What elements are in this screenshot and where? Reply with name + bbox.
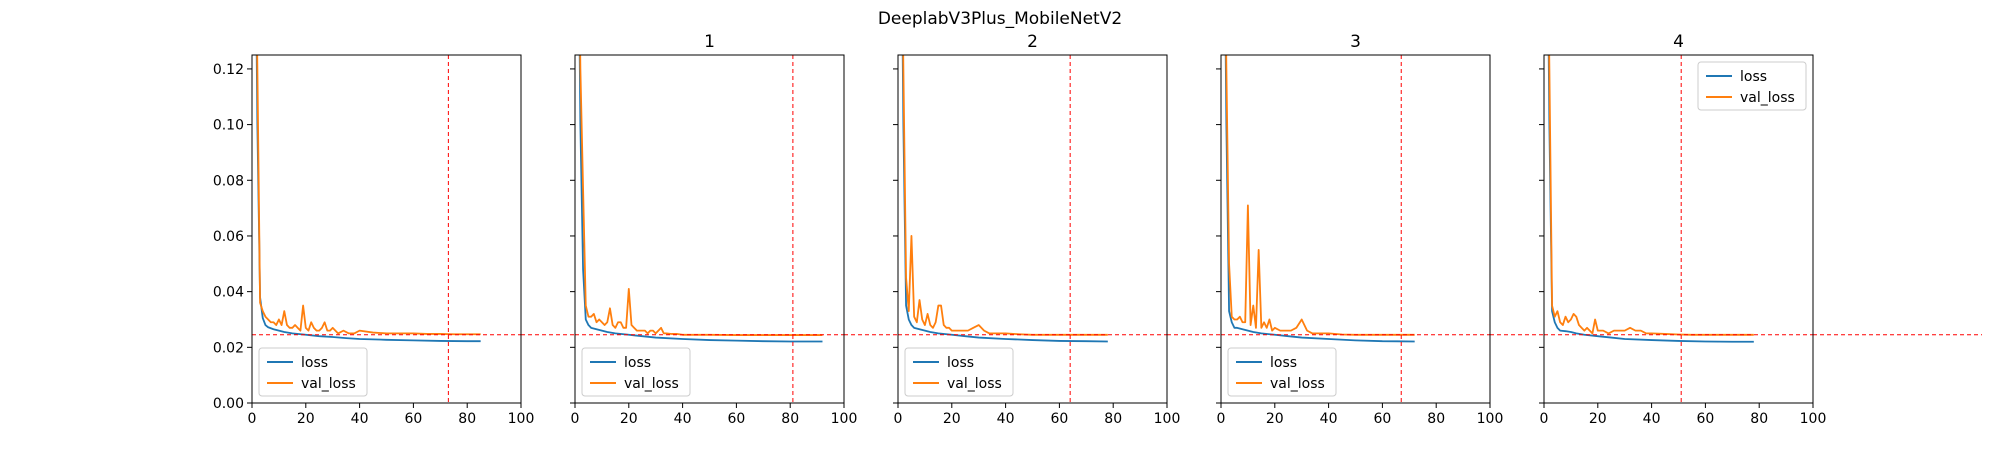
x-tick-label: 100 — [1800, 411, 1827, 427]
series-line-val-loss — [256, 55, 481, 336]
legend-label-val-loss: val_loss — [301, 376, 356, 392]
y-tick-label: 0.12 — [213, 62, 244, 78]
x-tick-label: 80 — [781, 411, 799, 427]
x-tick-label: 40 — [674, 411, 692, 427]
x-tick-label: 100 — [831, 411, 858, 427]
y-tick-label: 0.04 — [213, 285, 244, 301]
subplot-title: 1 — [704, 32, 715, 52]
series-line-loss — [578, 55, 823, 343]
y-tick-label: 0.00 — [213, 396, 244, 412]
x-tick-label: 80 — [458, 411, 476, 427]
y-tick-label: 0.10 — [213, 118, 244, 134]
subplot-4: 3 0 20 40 60 80 100 loss val_loss — [1216, 32, 1544, 427]
series-line-loss — [901, 55, 1108, 343]
legend-label-loss: loss — [1270, 355, 1297, 371]
legend: loss val_loss — [258, 347, 368, 397]
figure-title: DeeplabV3Plus_MobileNetV2 — [878, 9, 1122, 29]
plot-area-frame — [574, 54, 845, 404]
x-tick-label: 40 — [1643, 411, 1661, 427]
legend-label-val-loss: val_loss — [947, 376, 1002, 392]
series-line-val-loss — [579, 55, 823, 336]
subplot-2: 1 0 20 40 60 80 100 loss val_loss — [570, 32, 898, 427]
subplot-title: 3 — [1350, 32, 1361, 52]
series-line-val-loss — [1548, 55, 1754, 336]
legend-label-loss: loss — [301, 355, 328, 371]
x-tick-label: 100 — [1477, 411, 1504, 427]
series-line-val-loss — [902, 55, 1108, 336]
x-tick-label: 0 — [1540, 411, 1549, 427]
y-tick-label: 0.08 — [213, 173, 244, 189]
legend: loss val_loss — [1227, 347, 1337, 397]
legend-label-val-loss: val_loss — [1740, 90, 1795, 106]
legend-label-loss: loss — [1740, 69, 1767, 85]
x-tick-label: 20 — [1589, 411, 1607, 427]
x-tick-label: 60 — [404, 411, 422, 427]
legend-label-loss: loss — [947, 355, 974, 371]
plot-area-frame — [1543, 54, 1814, 404]
plot-area-frame — [251, 54, 522, 404]
subplot-title: 2 — [1027, 32, 1038, 52]
y-tick-label: 0.02 — [213, 340, 244, 356]
x-tick-label: 80 — [1750, 411, 1768, 427]
x-tick-label: 100 — [1154, 411, 1181, 427]
y-tick-label: 0.06 — [213, 229, 244, 245]
x-tick-label: 40 — [1320, 411, 1338, 427]
x-tick-label: 0 — [1217, 411, 1226, 427]
subplot-title: 4 — [1673, 32, 1684, 52]
legend-label-val-loss: val_loss — [1270, 376, 1325, 392]
series-line-loss — [1224, 55, 1415, 343]
x-tick-label: 0 — [571, 411, 580, 427]
x-tick-label: 60 — [727, 411, 745, 427]
x-tick-label: 40 — [351, 411, 369, 427]
series-line-loss — [1547, 55, 1754, 343]
x-tick-label: 80 — [1427, 411, 1445, 427]
plot-area-frame — [1220, 54, 1491, 404]
x-tick-label: 80 — [1104, 411, 1122, 427]
legend: loss val_loss — [581, 347, 691, 397]
x-tick-label: 20 — [1266, 411, 1284, 427]
legend: loss val_loss — [1697, 61, 1807, 111]
x-tick-label: 20 — [620, 411, 638, 427]
x-tick-label: 60 — [1050, 411, 1068, 427]
x-tick-label: 0 — [248, 411, 257, 427]
legend-label-val-loss: val_loss — [624, 376, 679, 392]
subplots-container: 0 20 40 60 80 1000.000.020.040.060.080.100.12… — [213, 32, 1982, 427]
x-tick-label: 20 — [297, 411, 315, 427]
series-line-loss — [255, 55, 481, 343]
series-line-val-loss — [1225, 55, 1415, 336]
x-tick-label: 100 — [508, 411, 535, 427]
legend: loss val_loss — [904, 347, 1014, 397]
x-tick-label: 60 — [1696, 411, 1714, 427]
x-tick-label: 0 — [894, 411, 903, 427]
plot-area-frame — [897, 54, 1168, 404]
x-tick-label: 40 — [997, 411, 1015, 427]
subplot-1: 0 20 40 60 80 100 0.00 0.02 0.04 0.06 0.08 0.10 0.12… — [213, 54, 575, 427]
x-tick-label: 60 — [1373, 411, 1391, 427]
legend-label-loss: loss — [624, 355, 651, 371]
x-tick-label: 20 — [943, 411, 961, 427]
